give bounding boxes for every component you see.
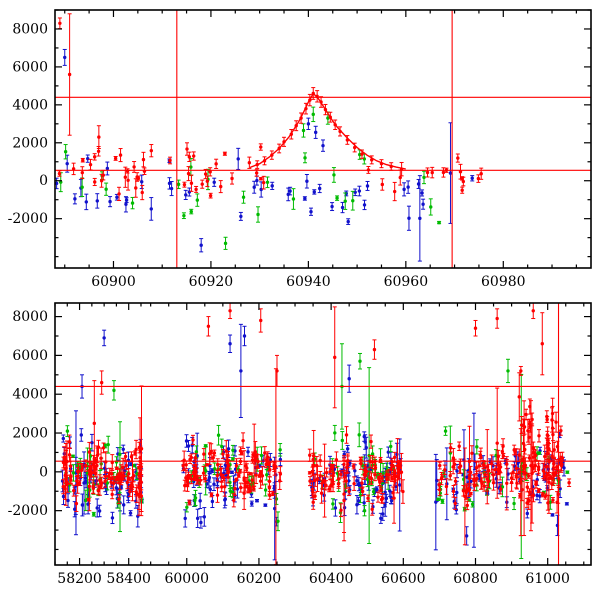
plot-frame [54,302,592,566]
x-tick-label: 60800 [453,571,498,587]
y-tick-label: 0 [39,173,48,189]
axis-ticks [55,9,591,268]
series-blue [60,323,569,561]
x-tick-label: 60940 [286,274,331,290]
y-tick-label: 8000 [12,21,48,37]
flare-zoom-panel: 60900 60920 60940 60960 60980 -2000 0 2000 4000 6… [0,0,600,292]
series-blue [55,48,475,262]
flare-model-curve [249,92,406,170]
y-tick-label: -2000 [8,503,48,519]
x-tick-label: 60980 [481,274,526,290]
y-tick-label: 4000 [12,387,48,403]
x-tick-label: 60200 [237,571,282,587]
x-tick-label: 61000 [525,571,570,587]
x-tick-label: 60400 [309,571,354,587]
y-tick-label: -2000 [8,211,48,227]
flare-zoom-plot: 60900 60920 60940 60960 60980 -2000 0 2000 4000 6… [8,9,592,290]
x-tick-label: 60600 [381,571,426,587]
x-tick-label: 58400 [106,571,151,587]
full-lightcurve-plot: 58200 58400 60000 60200 60400 60600 60800 61000… [8,302,592,587]
x-tick-label: 60900 [91,274,136,290]
axis-ticks [54,303,591,565]
series-red [61,303,572,565]
y-tick-label: 6000 [12,348,48,364]
y-tick-label: 4000 [12,97,48,113]
y-tick-label: 0 [39,464,48,480]
y-tick-label: 6000 [12,59,48,75]
axis-tick-labels: 58200 58400 60000 60200 60400 60600 60800 61000… [8,309,570,587]
x-tick-label: 60960 [384,274,429,290]
x-tick-label: 60920 [189,274,234,290]
axis-tick-labels: 60900 60920 60940 60960 60980 -2000 0 2000 4000 6… [8,21,526,290]
x-tick-label: 60000 [164,571,209,587]
y-tick-label: 2000 [12,426,48,442]
plot-frame [54,9,592,269]
full-lightcurve-panel: 58200 58400 60000 60200 60400 60600 60800 61000… [0,292,600,600]
y-tick-label: 8000 [12,309,48,325]
x-tick-label: 58200 [57,571,102,587]
series-red [57,13,484,202]
y-tick-label: 2000 [12,135,48,151]
